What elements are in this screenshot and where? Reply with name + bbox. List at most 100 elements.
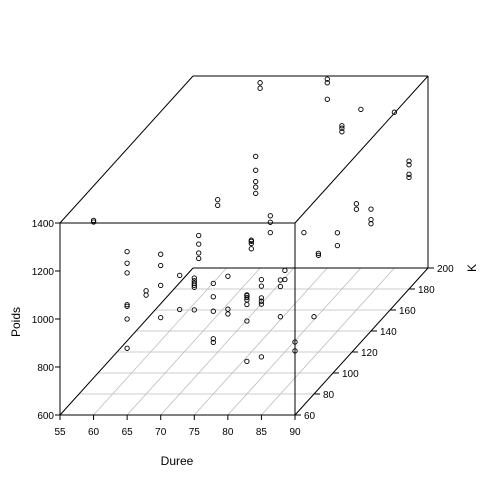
z-tick-label: 1200 bbox=[32, 267, 55, 278]
data-point bbox=[258, 283, 265, 289]
data-point bbox=[292, 339, 298, 345]
z-axis-title: Poids bbox=[9, 307, 23, 337]
data-point bbox=[258, 276, 265, 283]
box-edge bbox=[59, 75, 194, 224]
data-point bbox=[253, 184, 259, 190]
data-point bbox=[225, 311, 231, 317]
data-point bbox=[143, 292, 149, 298]
data-point bbox=[248, 246, 254, 252]
box-edge bbox=[294, 75, 429, 224]
data-point bbox=[244, 294, 250, 301]
data-point bbox=[257, 85, 263, 91]
data-points bbox=[90, 76, 412, 365]
data-point bbox=[191, 307, 197, 313]
data-point bbox=[267, 213, 273, 219]
data-point bbox=[258, 298, 265, 304]
y-tick-label: 180 bbox=[418, 285, 435, 296]
y-tick-label: 80 bbox=[323, 390, 335, 401]
data-point bbox=[258, 354, 265, 360]
x-tick-label: 80 bbox=[222, 427, 234, 438]
data-point bbox=[353, 206, 360, 212]
x-tick-label: 85 bbox=[256, 427, 268, 438]
data-point bbox=[124, 301, 130, 308]
data-point bbox=[406, 171, 412, 177]
grid-line-x bbox=[160, 267, 295, 416]
x-tick-label: 70 bbox=[155, 427, 167, 438]
data-point bbox=[324, 80, 330, 86]
data-point bbox=[277, 283, 284, 290]
data-point bbox=[191, 275, 197, 281]
x-tick-label: 55 bbox=[54, 427, 66, 438]
data-point bbox=[143, 288, 149, 294]
data-point bbox=[244, 318, 250, 324]
data-point bbox=[124, 303, 130, 309]
y-tick-label: 100 bbox=[342, 369, 359, 380]
data-point bbox=[406, 158, 412, 164]
data-point bbox=[191, 284, 197, 290]
data-point bbox=[210, 280, 216, 287]
data-point bbox=[324, 96, 330, 102]
data-point bbox=[257, 80, 263, 86]
tick-labels: 55 60 65 70 75 80 85 90608010012014016018020060… bbox=[32, 219, 454, 438]
bounding-box bbox=[59, 75, 429, 416]
data-point bbox=[210, 339, 216, 346]
data-point bbox=[358, 106, 364, 113]
data-point bbox=[334, 242, 341, 249]
y-tick-label: 140 bbox=[380, 327, 397, 338]
data-point bbox=[301, 229, 307, 236]
data-point bbox=[267, 219, 273, 225]
data-point bbox=[191, 282, 197, 288]
x-tick-label: 75 bbox=[189, 427, 201, 438]
data-point bbox=[215, 202, 221, 209]
data-point bbox=[253, 167, 259, 173]
data-point bbox=[315, 250, 322, 257]
axis-ticks bbox=[55, 222, 434, 420]
y-tick-label: 200 bbox=[437, 264, 454, 275]
data-point bbox=[124, 270, 130, 276]
z-tick-label: 800 bbox=[37, 363, 54, 374]
data-point bbox=[196, 232, 202, 239]
data-point bbox=[282, 267, 288, 274]
data-point bbox=[368, 221, 374, 227]
data-point bbox=[158, 314, 164, 321]
data-point bbox=[253, 153, 259, 160]
y-tick-label: 60 bbox=[304, 411, 316, 422]
data-point bbox=[368, 206, 374, 212]
data-point bbox=[196, 241, 202, 247]
data-point bbox=[315, 252, 322, 258]
data-point bbox=[177, 272, 183, 279]
data-point bbox=[292, 348, 298, 354]
data-point bbox=[248, 240, 254, 247]
data-point bbox=[406, 174, 412, 181]
data-point bbox=[248, 238, 254, 245]
data-point bbox=[311, 314, 317, 320]
z-tick-label: 1000 bbox=[32, 315, 55, 326]
data-point bbox=[244, 297, 250, 303]
data-point bbox=[334, 230, 341, 236]
y-axis-title: K bbox=[465, 264, 479, 272]
data-point bbox=[196, 250, 202, 256]
data-point bbox=[177, 306, 183, 313]
data-point bbox=[258, 301, 265, 307]
data-point bbox=[158, 262, 164, 269]
data-point bbox=[210, 336, 216, 342]
data-point bbox=[225, 306, 231, 312]
data-point bbox=[339, 123, 345, 129]
box-edge bbox=[294, 267, 429, 416]
z-tick-label: 600 bbox=[37, 411, 54, 422]
data-point bbox=[244, 358, 250, 365]
grid-line-x bbox=[93, 267, 227, 416]
grid-line-x bbox=[227, 267, 362, 416]
data-point bbox=[253, 178, 259, 185]
data-point bbox=[90, 219, 97, 225]
data-point bbox=[196, 255, 202, 262]
box-edge bbox=[59, 267, 194, 416]
data-point bbox=[124, 316, 130, 322]
data-point bbox=[406, 162, 412, 168]
data-point bbox=[258, 295, 265, 301]
data-point bbox=[158, 251, 164, 257]
data-point bbox=[124, 260, 130, 266]
x-axis-title: Duree bbox=[161, 454, 194, 468]
data-point bbox=[391, 109, 398, 115]
data-point bbox=[324, 76, 330, 82]
